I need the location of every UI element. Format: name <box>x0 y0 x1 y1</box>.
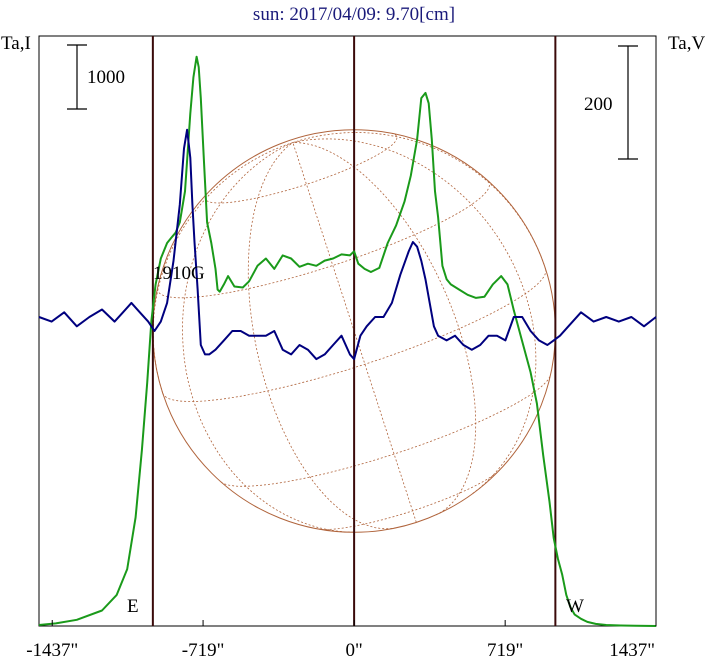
intensity-series-line <box>38 55 657 627</box>
latitude-line <box>317 469 501 530</box>
east-label: E <box>127 596 139 617</box>
right-scale-bar-label: 200 <box>584 94 613 115</box>
longitude-line <box>292 138 537 494</box>
limb-lines <box>151 36 557 626</box>
x-tick-label: -1437" <box>26 640 78 661</box>
latitude-line <box>220 374 551 487</box>
series-layer <box>38 55 657 627</box>
x-axis-ticks: -1437" -719" 0" 719" 1437" <box>26 620 657 661</box>
chart-title: sun: 2017/04/09: 9.70[cm] <box>253 4 455 25</box>
longitude-line <box>292 132 546 269</box>
longitude-line <box>182 142 354 533</box>
x-tick-label: 719" <box>487 640 523 661</box>
left-scale-bar <box>67 44 87 110</box>
polarization-series-line <box>38 128 657 361</box>
longitude-line <box>247 142 397 530</box>
plot-frame <box>38 35 657 627</box>
west-label: W <box>566 596 584 617</box>
x-tick-label: -719" <box>182 640 225 661</box>
left-axis-label: Ta,I <box>1 33 31 54</box>
x-tick-label: 0" <box>345 640 362 661</box>
right-axis-label: Ta,V <box>668 33 705 54</box>
left-scale-bar-label: 1000 <box>87 67 125 88</box>
x-tick-label: 1437" <box>609 640 655 661</box>
source-label: 1910G <box>153 263 205 284</box>
right-scale-bar <box>618 45 638 160</box>
longitude-line <box>292 142 477 516</box>
